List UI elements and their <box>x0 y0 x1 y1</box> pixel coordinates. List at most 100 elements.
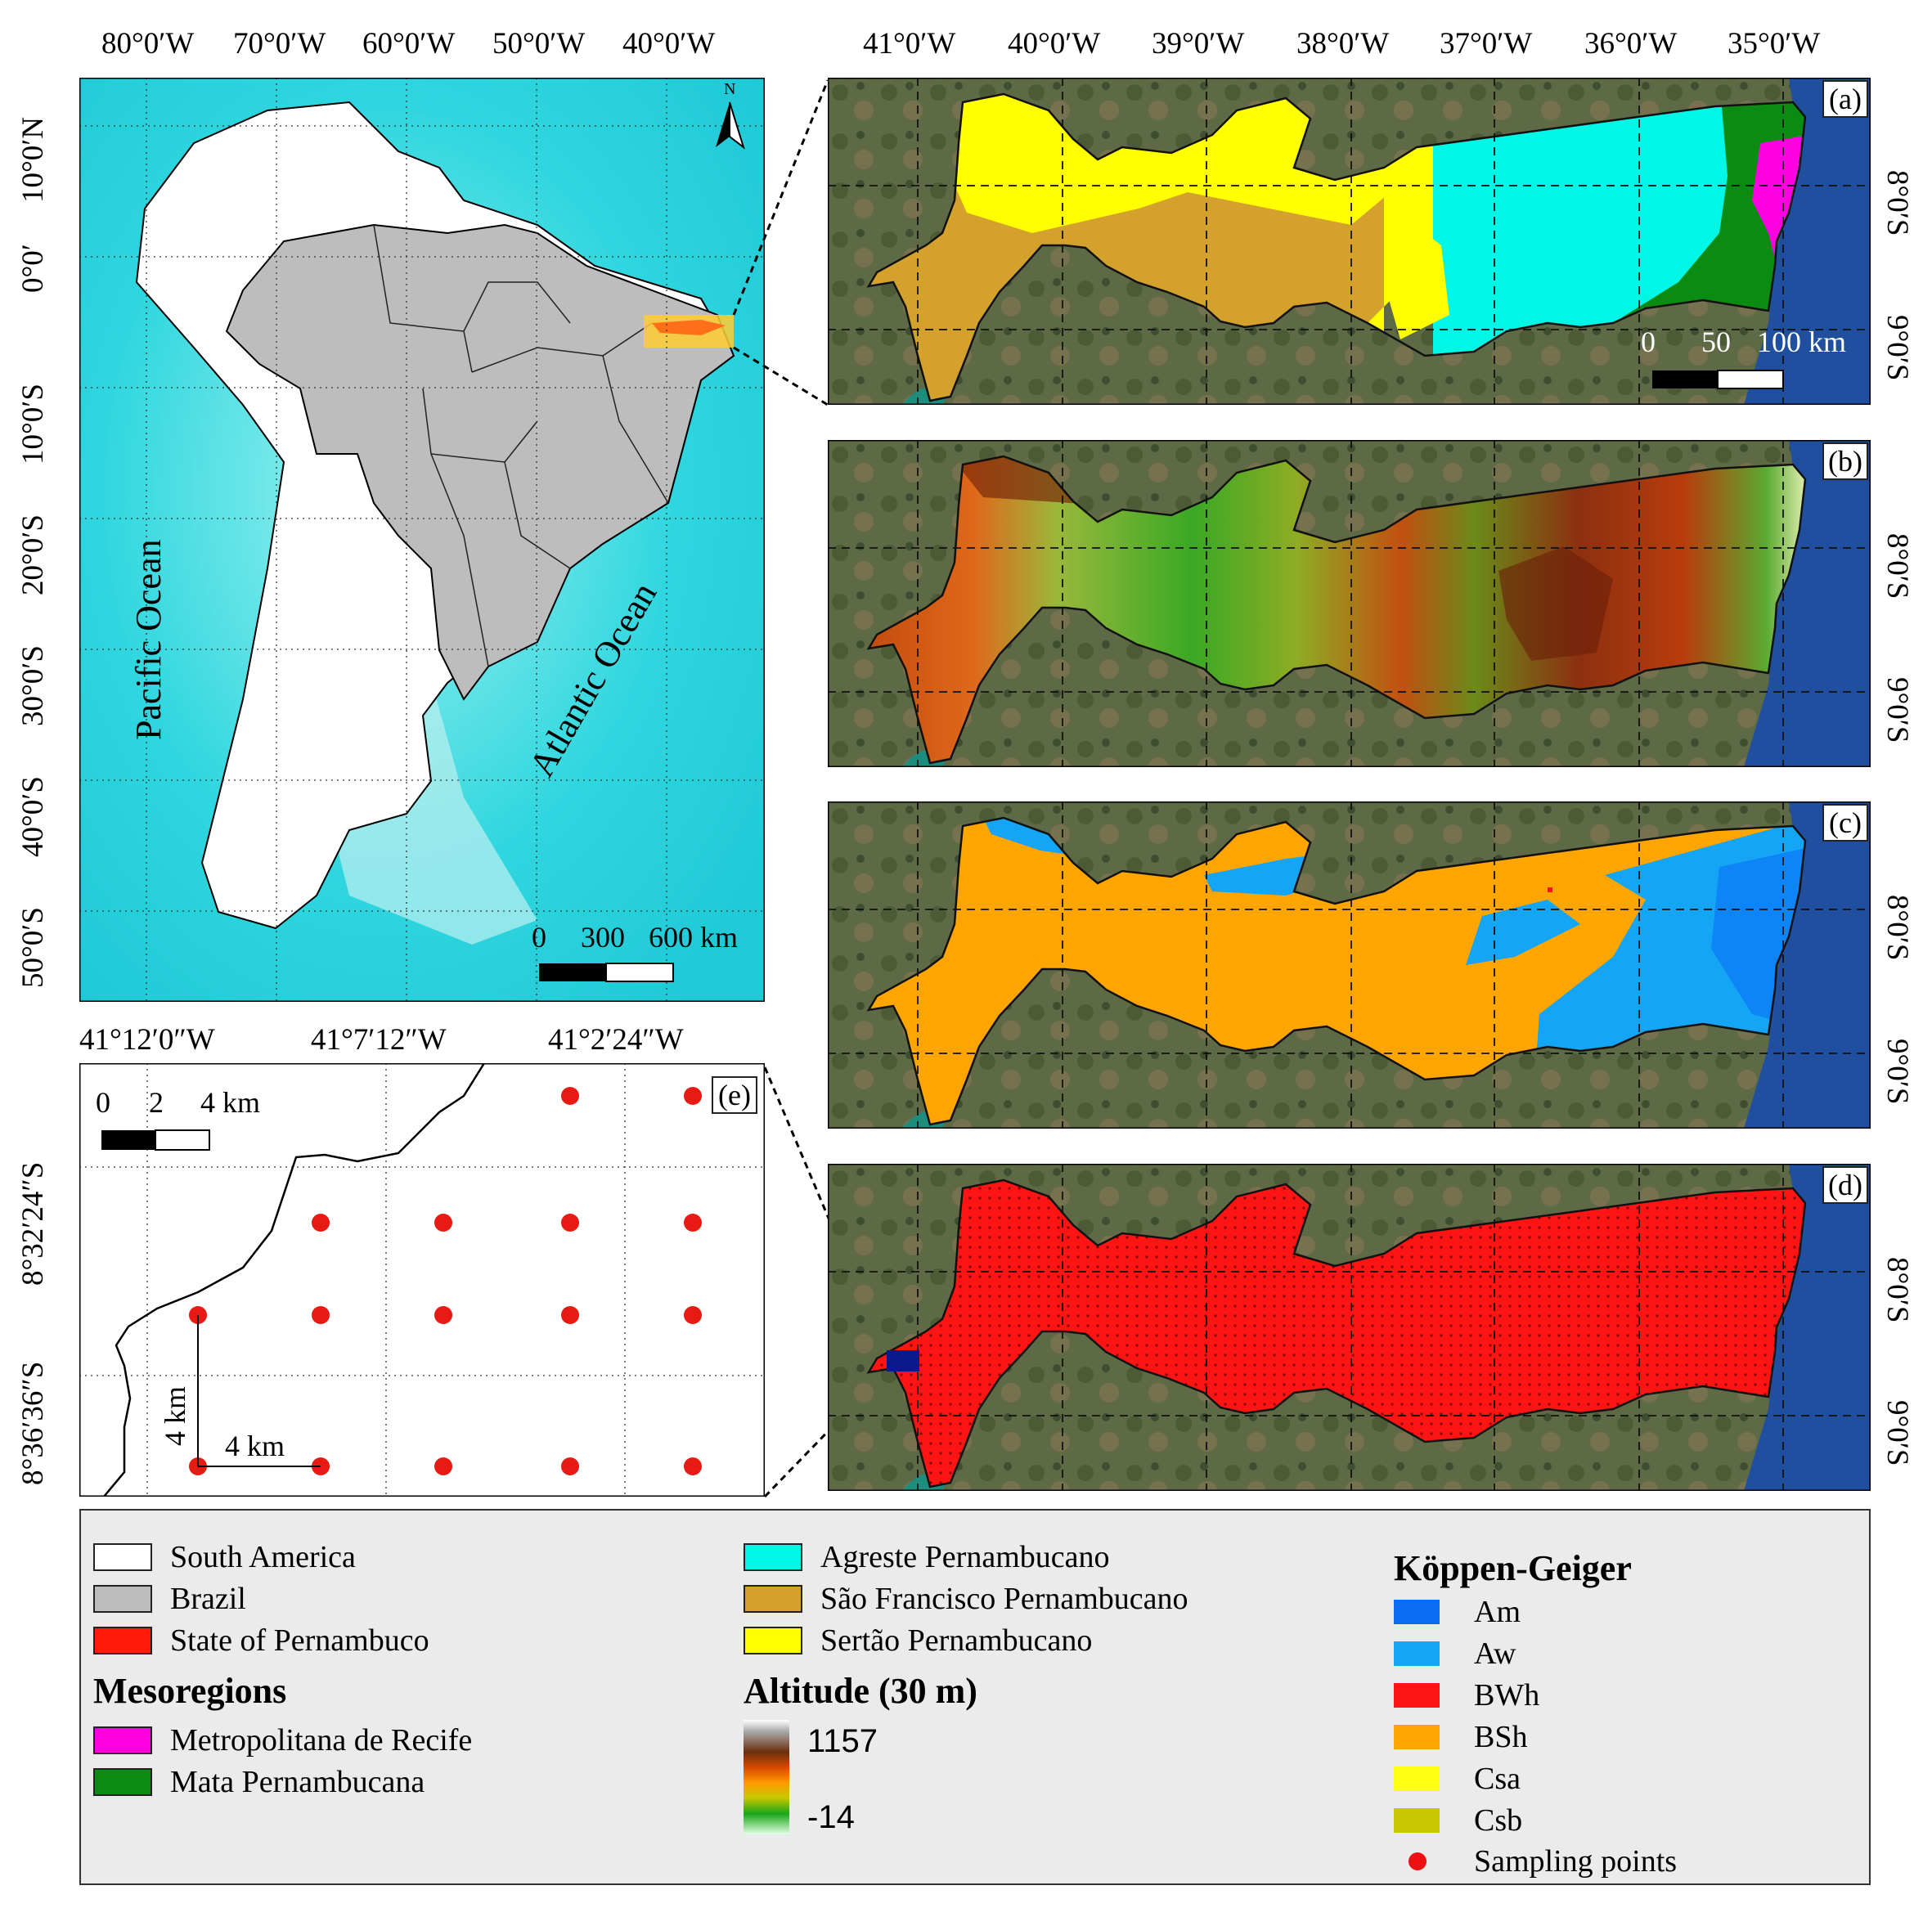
detail-extent-box <box>887 1350 919 1372</box>
regional-lat-tick: 8°0′S <box>1880 895 1914 961</box>
legend-koppen-bwh: BWh <box>1394 1678 1540 1713</box>
sampling-point-icon <box>1409 1852 1427 1870</box>
legend-swatch <box>744 1627 802 1654</box>
regional-lat-tick: 8°0′S <box>1880 170 1914 236</box>
pacific-ocean-label: Pacific Ocean <box>128 539 168 740</box>
sampling-point <box>561 1087 579 1105</box>
detail-lon-tick: 41°12′0″W <box>79 1023 215 1057</box>
regional-lon-tick: 40°0′W <box>1008 27 1101 61</box>
lon-tick: 70°0′W <box>233 27 326 61</box>
panel-label-a: (a) <box>1822 80 1868 118</box>
ocean <box>1744 78 1871 405</box>
graticule <box>828 1164 1871 1491</box>
legend-label: Brazil <box>170 1582 246 1616</box>
legend-swatch <box>744 1543 802 1571</box>
sampling-point <box>561 1214 579 1232</box>
legend-swatch <box>93 1768 152 1796</box>
panel-b-altitude <box>828 440 1871 767</box>
legend-sampling-points: Sampling points <box>1394 1844 1678 1879</box>
state-outline <box>866 455 1807 765</box>
panel-a-mesoregions <box>828 78 1871 405</box>
regional-lat-tick: 8°0′S <box>1880 1257 1914 1323</box>
legend-koppen-aw: Aw <box>1394 1636 1516 1671</box>
scale-bar-white <box>1717 370 1784 389</box>
regional-lon-tick: 36°0′W <box>1584 27 1678 61</box>
legend-label: Aw <box>1474 1636 1516 1671</box>
panel-label-d: (d) <box>1822 1166 1868 1204</box>
graticule <box>828 440 1871 767</box>
legend-swatch <box>1394 1600 1440 1624</box>
sampling-point <box>434 1214 452 1232</box>
regional-scale-label: 50 <box>1701 325 1731 358</box>
sampling-point <box>684 1457 702 1475</box>
lat-tick: 40°0′S <box>16 776 50 857</box>
graticule <box>828 801 1871 1129</box>
legend-swatch <box>93 1543 152 1571</box>
legend-label: Sertão Pernambucano <box>820 1623 1093 1658</box>
legend-koppen-csa: Csa <box>1394 1762 1521 1796</box>
detail-map <box>79 1063 765 1497</box>
regional-lat-tick: 9°0′S <box>1880 1400 1914 1466</box>
regional-scale-label: 100 km <box>1757 325 1847 358</box>
detail-lon-tick: 41°7′12″W <box>311 1023 447 1057</box>
lon-tick: 50°0′W <box>492 27 586 61</box>
legend-koppen-title: Köppen-Geiger <box>1394 1548 1632 1588</box>
detail-lat-tick: 8°32′24″S <box>16 1161 50 1286</box>
scale-bar-black <box>539 963 606 981</box>
regional-lat-tick: 9°0′S <box>1880 315 1914 381</box>
sampling-point <box>312 1214 330 1232</box>
legend-sao-francisco: São Francisco Pernambucano <box>744 1582 1188 1616</box>
overview-map: N <box>79 78 765 1002</box>
lat-tick: 0°0′ <box>16 244 50 293</box>
panel-label-c: (c) <box>1822 804 1868 842</box>
state-outline <box>866 1178 1807 1488</box>
legend-mesoregions-title: Mesoregions <box>93 1671 287 1711</box>
sampling-point <box>434 1306 452 1324</box>
scale-label: 600 km <box>649 921 739 954</box>
lat-tick: 10°0′S <box>16 384 50 465</box>
legend-mata: Mata Pernambucana <box>93 1765 425 1799</box>
legend-brazil: Brazil <box>93 1582 246 1616</box>
lat-tick: 10°0′N <box>16 116 50 203</box>
altitude-min: -14 <box>807 1799 855 1835</box>
ocean <box>1744 801 1871 1129</box>
lon-tick: 40°0′W <box>622 27 716 61</box>
panel-label-e: (e) <box>712 1076 757 1114</box>
detail-scale-label: 2 <box>149 1086 164 1119</box>
spacing-label-vertical: 4 km <box>159 1385 191 1446</box>
legend-swatch <box>93 1585 152 1613</box>
lon-tick: 60°0′W <box>362 27 456 61</box>
legend-label: BWh <box>1474 1678 1540 1713</box>
scale-label: 0 <box>532 921 546 954</box>
legend-koppen-bsh: BSh <box>1394 1720 1528 1754</box>
legend-label: Sampling points <box>1474 1844 1678 1879</box>
detail-scale-label: 0 <box>96 1086 110 1119</box>
regional-lon-tick: 39°0′W <box>1152 27 1245 61</box>
panel-c-koppen <box>828 801 1871 1129</box>
regional-lon-tick: 38°0′W <box>1296 27 1390 61</box>
spacing-label-horizontal: 4 km <box>225 1430 285 1462</box>
legend-swatch <box>1394 1641 1440 1666</box>
sampling-point <box>434 1457 452 1475</box>
legend-swatch <box>744 1585 802 1613</box>
lon-tick: 80°0′W <box>101 27 195 61</box>
regional-lat-tick: 9°0′S <box>1880 1039 1914 1105</box>
sampling-point <box>684 1214 702 1232</box>
lat-tick: 20°0′S <box>16 514 50 595</box>
legend-label: Am <box>1474 1595 1521 1629</box>
zone-bwh <box>1548 887 1552 892</box>
lat-tick: 30°0′S <box>16 645 50 726</box>
legend-label: BSh <box>1474 1720 1528 1754</box>
graticule <box>828 78 1871 405</box>
scale-label: 300 <box>581 921 625 954</box>
regional-lon-tick: 35°0′W <box>1728 27 1821 61</box>
legend-box: South America Brazil State of Pernambuco… <box>79 1509 1871 1885</box>
legend-swatch <box>1394 1683 1440 1708</box>
panel-d-sampling <box>828 1164 1871 1491</box>
scale-bar-black <box>1652 370 1718 388</box>
sampling-point <box>684 1306 702 1324</box>
sampling-point <box>684 1087 702 1105</box>
ocean <box>1744 1164 1871 1491</box>
legend-sertao: Sertão Pernambucano <box>744 1623 1093 1658</box>
panel-label-b: (b) <box>1822 442 1868 480</box>
